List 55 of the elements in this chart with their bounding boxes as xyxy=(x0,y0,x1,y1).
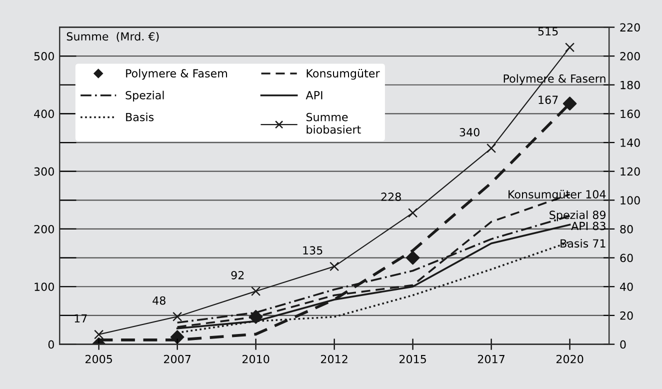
legend-label: API xyxy=(306,91,322,100)
y-axis-title: Summe (Mrd. €) xyxy=(66,32,159,42)
y-tick-label: 200 xyxy=(34,224,54,234)
data-label: 167 xyxy=(538,96,558,104)
data-label: 515 xyxy=(538,27,558,36)
x-tick-label: 2010 xyxy=(242,354,270,364)
point xyxy=(562,96,577,111)
y-tick-label: 100 xyxy=(34,282,54,291)
y2-tick-label: 20 xyxy=(620,311,633,320)
data-label: 92 xyxy=(231,270,244,280)
point xyxy=(172,312,182,322)
point xyxy=(94,330,104,340)
annotation: Spezial 89 xyxy=(550,210,606,222)
y-tick-label: 500 xyxy=(34,52,54,60)
point xyxy=(406,250,420,265)
x-tick-label: 2020 xyxy=(556,354,584,364)
x-tick-label: 2015 xyxy=(399,354,426,364)
point xyxy=(248,310,263,324)
x-tick-label: 2017 xyxy=(478,354,504,364)
point xyxy=(408,208,418,218)
y2-tick-label: 60 xyxy=(620,254,633,262)
data-label: 228 xyxy=(381,192,401,201)
point xyxy=(330,262,340,272)
y2-tick-label: 100 xyxy=(620,196,640,205)
y2-tick-label: 180 xyxy=(620,80,640,90)
y2-tick-label: 40 xyxy=(620,282,633,291)
y2-tick-label: 200 xyxy=(620,52,640,60)
data-label: 340 xyxy=(460,128,480,136)
y-tick-label: 300 xyxy=(34,167,54,176)
legend-label: Spezial xyxy=(126,90,164,102)
point xyxy=(170,330,184,344)
y-tick-label: 400 xyxy=(34,110,54,118)
data-label: 48 xyxy=(152,296,166,305)
legend-label: Summe biobasiert xyxy=(306,112,361,134)
annotation: Basis 71 xyxy=(560,239,606,248)
annotation: Konsumgüter 104 xyxy=(508,190,606,201)
data-label: 17 xyxy=(74,314,87,322)
point xyxy=(565,42,575,52)
legend-label: Basis xyxy=(126,112,154,122)
point xyxy=(486,143,496,154)
x-tick-label: 2012 xyxy=(320,354,348,364)
x-tick-label: 2005 xyxy=(86,354,112,364)
data-label: 135 xyxy=(303,246,322,255)
x-tick-label: 2007 xyxy=(164,354,191,364)
y2-tick-label: 220 xyxy=(620,23,640,32)
point xyxy=(251,286,261,296)
y-tick-label: 0 xyxy=(48,340,54,349)
legend-label: Polymere & Fasem xyxy=(126,68,228,80)
y2-tick-label: 140 xyxy=(620,138,640,147)
legend-label: Konsumgüter xyxy=(306,68,380,80)
y2-tick-label: 80 xyxy=(620,224,633,234)
annotation: API 83 xyxy=(571,222,606,230)
y2-tick-label: 0 xyxy=(620,340,626,349)
y2-tick-label: 120 xyxy=(620,167,640,176)
y2-tick-label: 160 xyxy=(620,110,640,118)
